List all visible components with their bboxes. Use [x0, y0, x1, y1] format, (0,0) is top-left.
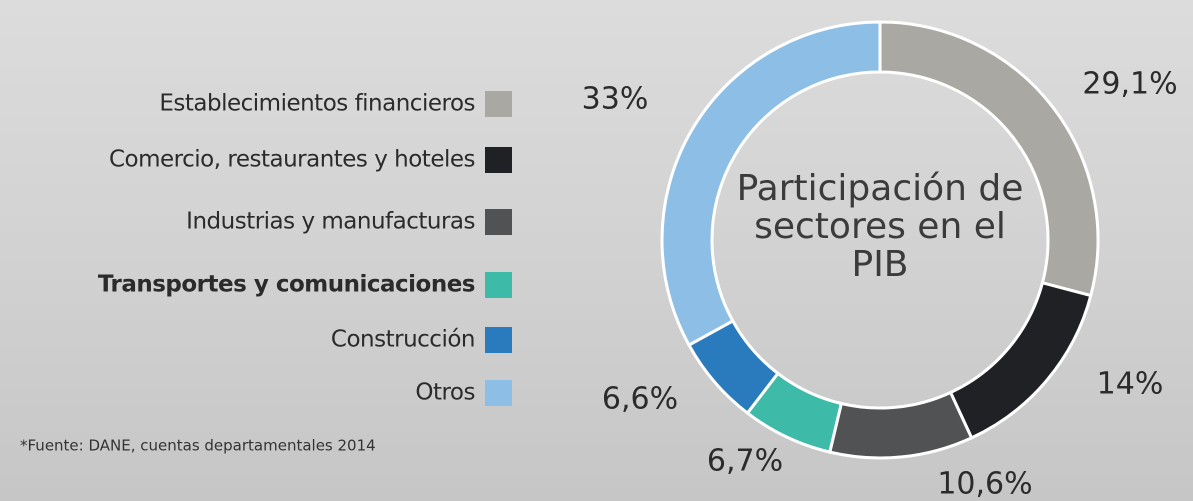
legend-label: Otros — [415, 380, 475, 406]
donut-segment — [951, 283, 1091, 438]
legend-label: Construcción — [331, 327, 475, 353]
legend-swatch — [485, 91, 512, 117]
value-label: 33% — [582, 82, 649, 117]
value-label: 10,6% — [937, 467, 1032, 501]
legend-label: Industrias y manufacturas — [186, 209, 475, 235]
value-label: 6,6% — [602, 382, 678, 417]
legend-label: Establecimientos financieros — [159, 91, 475, 117]
legend-swatch — [485, 380, 512, 406]
legend-swatch — [485, 209, 512, 235]
donut-segment — [830, 392, 972, 458]
value-label: 14% — [1097, 367, 1164, 402]
legend-label: Transportes y comunicaciones — [98, 272, 475, 298]
value-label: 29,1% — [1082, 67, 1177, 102]
infographic: *Fuente: DANE, cuentas departamentales 2… — [0, 0, 1193, 501]
chart-title: Participación de sectores en el PIB — [730, 170, 1030, 284]
value-label: 6,7% — [707, 444, 783, 479]
source-note: *Fuente: DANE, cuentas departamentales 2… — [20, 437, 376, 455]
legend-swatch — [485, 147, 512, 173]
legend-swatch — [485, 327, 512, 353]
legend-swatch — [485, 272, 512, 298]
legend-label: Comercio, restaurantes y hoteles — [109, 147, 475, 173]
